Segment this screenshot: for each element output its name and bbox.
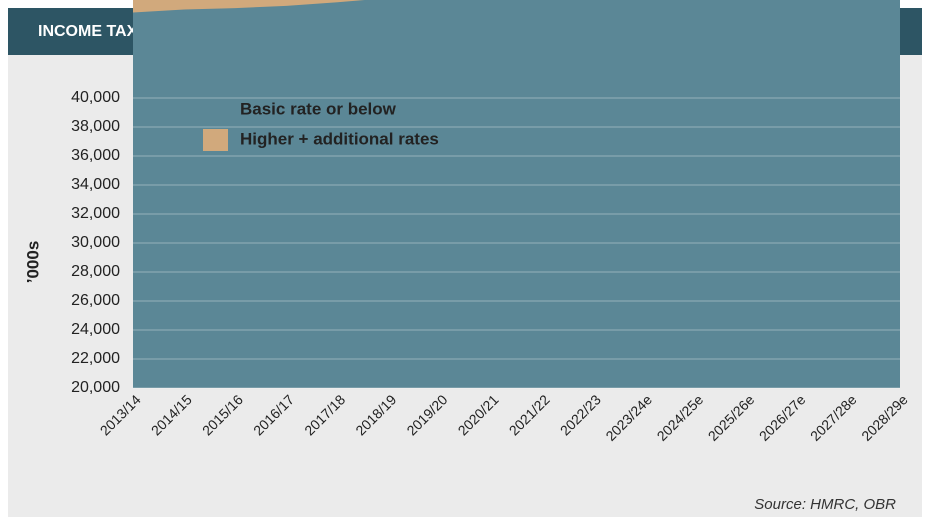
- y-tick-label: 30,000: [71, 234, 120, 251]
- y-tick-label: 36,000: [71, 147, 120, 164]
- y-tick-label: 20,000: [71, 379, 120, 396]
- y-tick-label: 32,000: [71, 205, 120, 222]
- source: Source: HMRC, OBR: [754, 496, 896, 513]
- y-tick-label: 24,000: [71, 321, 120, 338]
- y-tick-label: 34,000: [71, 176, 120, 193]
- legend-label: Higher + additional rates: [240, 129, 439, 148]
- y-tick-label: 26,000: [71, 292, 120, 309]
- y-tick-label: 38,000: [71, 118, 120, 135]
- legend-label: Basic rate or below: [240, 99, 397, 118]
- y-tick-label: 22,000: [71, 350, 120, 367]
- y-tick-label: 28,000: [71, 263, 120, 280]
- area-fill: [133, 0, 900, 388]
- legend-swatch: [203, 129, 228, 151]
- legend-swatch: [203, 99, 228, 121]
- area-fill: [133, 0, 365, 13]
- y-axis-label: ’000s: [23, 241, 42, 284]
- y-tick-label: 40,000: [71, 89, 120, 106]
